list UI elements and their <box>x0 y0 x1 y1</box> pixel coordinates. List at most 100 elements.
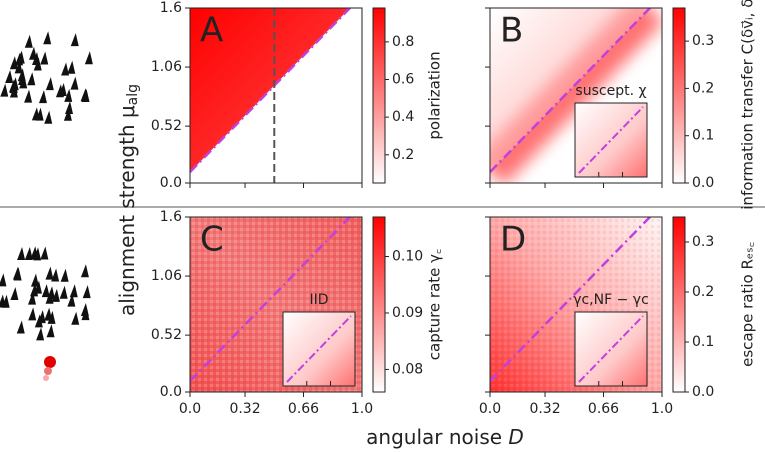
bird-icon <box>82 285 91 299</box>
colorbar-tick-label: 0.09 <box>392 305 423 321</box>
bird-icon <box>46 324 55 338</box>
critical-line <box>490 8 651 173</box>
y-axis-label: alignment strength μalg <box>115 84 142 316</box>
y-tick-label: 0.0 <box>160 175 182 191</box>
colorbar-tick-label: 0.3 <box>692 234 714 250</box>
bird-icon <box>36 327 45 341</box>
plot-frame <box>189 216 363 393</box>
x-tick-label: 0.32 <box>529 401 560 417</box>
x-tick-label: 1.0 <box>351 401 373 417</box>
y-tick-label: 1.06 <box>151 59 182 75</box>
bird-icon <box>0 83 9 97</box>
bird-icon <box>0 273 7 287</box>
colorbar-tick-label: 0.08 <box>392 361 423 377</box>
inset-label: suscept. χ <box>575 83 646 99</box>
bird-icon <box>45 266 54 280</box>
colorbar-tick-label: 0.1 <box>692 128 714 144</box>
bird-icon <box>10 287 19 301</box>
predator-trail <box>43 375 49 381</box>
bird-icon <box>24 34 33 48</box>
panel-letter: C <box>200 220 224 260</box>
x-tick-label: 0.66 <box>588 401 619 417</box>
plot-frame <box>189 7 363 184</box>
bird-icon <box>45 77 54 91</box>
bird-icon <box>67 293 76 307</box>
y-tick-label: 0.0 <box>160 384 182 400</box>
x-axis-label: angular noise D <box>366 425 524 449</box>
bird-icon <box>37 310 46 324</box>
bird-icon <box>60 268 69 282</box>
colorbar-tick-label: 0.0 <box>692 384 714 400</box>
colorbar <box>372 7 386 184</box>
bird-icon <box>14 60 23 74</box>
inset-line <box>578 315 644 383</box>
colorbar-label: polarization <box>426 51 444 139</box>
bird-icon <box>12 266 21 280</box>
bird-icon <box>80 264 89 278</box>
colorbar-tick-label: 0.6 <box>392 72 414 88</box>
colorbar-tick-label: 0.2 <box>692 80 714 96</box>
colorbar-tick-label: 0.4 <box>392 109 414 125</box>
bird-icon <box>80 302 89 316</box>
bird-icon <box>70 33 79 47</box>
x-tick-label: 0.0 <box>479 401 501 417</box>
colorbar-tick-label: 0.10 <box>392 249 423 265</box>
colorbar-tick-label: 0.8 <box>392 34 414 50</box>
x-tick-label: 0.0 <box>179 401 201 417</box>
bird-icon <box>41 284 50 298</box>
bird-icon <box>40 51 49 65</box>
colorbar-tick-label: 0.1 <box>692 334 714 350</box>
colorbar-label: information transfer C(δv⃗ᵢ, δv⃗ⱼ) <box>739 0 757 210</box>
heatmap <box>190 8 362 183</box>
bird-icon <box>27 291 36 305</box>
bird-icon <box>84 51 93 65</box>
y-tick-label: 0.52 <box>151 118 182 134</box>
bird-icon <box>29 46 38 60</box>
bird-icon <box>67 60 76 74</box>
y-tick-label: 1.6 <box>160 0 182 16</box>
bird-icon <box>16 320 25 334</box>
bird-icon <box>30 273 39 287</box>
panel-letter: B <box>500 11 523 51</box>
bird-icon <box>47 310 56 324</box>
plot-frame <box>489 7 663 184</box>
colorbar <box>672 7 686 184</box>
x-tick-label: 1.0 <box>651 401 673 417</box>
panel-letter: D <box>500 220 526 260</box>
colorbar-tick-label: 0.0 <box>692 175 714 191</box>
bird-icon <box>64 88 73 102</box>
bird-icon <box>5 70 14 84</box>
bird-icon <box>69 284 78 298</box>
bird-icon <box>38 90 47 104</box>
inset-label: γc,NF − γc <box>573 292 649 308</box>
predator-trail <box>44 367 52 375</box>
bird-icon <box>81 89 90 103</box>
bird-icon <box>35 107 44 121</box>
x-tick-label: 0.32 <box>229 401 260 417</box>
inset-line <box>286 315 352 383</box>
bird-icon <box>65 100 74 114</box>
bird-icon <box>24 89 33 103</box>
bird-icon <box>44 307 53 321</box>
bird-icon <box>55 84 64 98</box>
bird-icon <box>24 246 33 260</box>
bird-icon <box>44 110 53 124</box>
flock-icons <box>0 31 93 341</box>
bird-icon <box>43 31 52 45</box>
predator-icon <box>44 356 56 368</box>
bird-icon <box>59 285 68 299</box>
critical-line <box>190 8 351 173</box>
bird-icon <box>30 283 39 297</box>
bird-icon <box>10 77 19 91</box>
bird-icon <box>61 62 70 76</box>
colorbar-label: escape ratio Rₑₛ꜀ <box>739 242 757 367</box>
bird-icon <box>9 56 18 70</box>
colorbar <box>372 216 386 393</box>
y-tick-label: 1.06 <box>151 268 182 284</box>
bird-icon <box>1 294 10 308</box>
bird-icon <box>28 307 37 321</box>
colorbar-tick-label: 0.2 <box>692 284 714 300</box>
bird-icon <box>27 72 36 86</box>
x-tick-label: 0.66 <box>288 401 319 417</box>
